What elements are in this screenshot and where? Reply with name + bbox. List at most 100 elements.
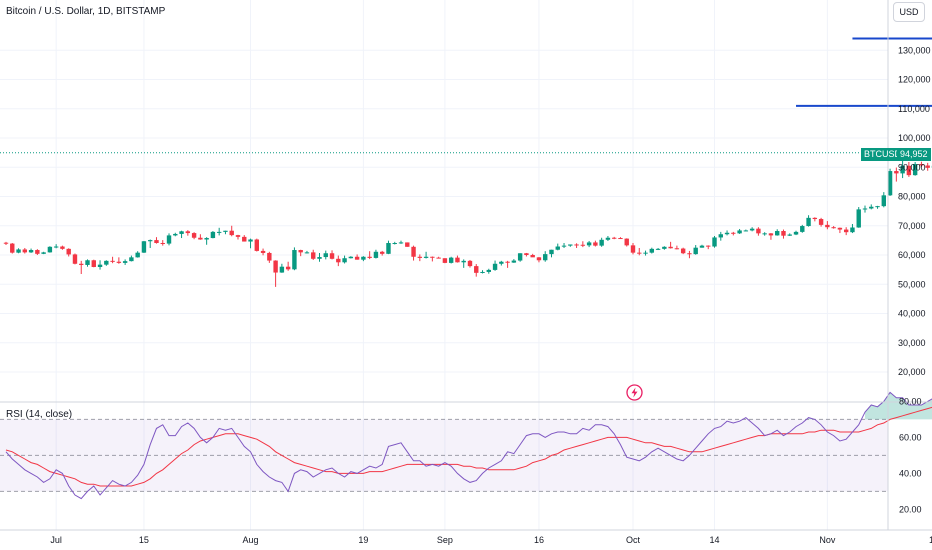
price-tick-label: 90,000 xyxy=(898,162,926,172)
candle xyxy=(724,230,730,236)
candle xyxy=(549,249,554,258)
candle xyxy=(279,263,285,273)
candle-body xyxy=(687,253,692,255)
candle-body xyxy=(160,243,165,245)
chart-title: Bitcoin / U.S. Dollar, 1D, BITSTAMP xyxy=(6,6,166,17)
candle xyxy=(668,241,673,249)
candle xyxy=(273,260,278,287)
rsi-band-background xyxy=(0,418,888,492)
candle xyxy=(110,256,115,264)
candle-body xyxy=(373,251,379,258)
candle xyxy=(649,247,655,254)
candle xyxy=(756,227,761,236)
candle-body xyxy=(204,238,209,240)
candle-body xyxy=(480,271,485,273)
candle xyxy=(737,228,742,234)
candle-body xyxy=(254,239,259,251)
candle xyxy=(856,207,861,228)
drawing-layer[interactable] xyxy=(796,37,932,238)
candle-body xyxy=(517,253,523,261)
candle xyxy=(285,261,291,271)
rsi-series xyxy=(5,391,932,500)
price-tick-label: 130,000 xyxy=(898,45,931,55)
currency-button[interactable]: USD xyxy=(893,2,925,22)
candle xyxy=(831,226,836,229)
candle xyxy=(480,270,485,274)
candle xyxy=(499,260,504,266)
candle-body xyxy=(762,233,767,235)
candle xyxy=(185,230,191,236)
candle xyxy=(712,235,717,248)
candle xyxy=(448,256,454,264)
candle-body xyxy=(398,242,404,244)
candle xyxy=(718,231,723,241)
candle xyxy=(254,238,259,252)
candle xyxy=(72,253,78,265)
candle-body xyxy=(925,165,930,168)
symbol-tag: BTCUSD xyxy=(861,148,905,161)
time-tick-label: Sep xyxy=(437,535,453,545)
time-tick-label: 18 xyxy=(929,535,932,545)
candle xyxy=(386,240,391,255)
candle xyxy=(210,231,216,239)
candle xyxy=(223,230,228,235)
candle-body xyxy=(455,257,460,263)
candle xyxy=(204,237,209,245)
candle-body xyxy=(47,246,53,253)
candle-body xyxy=(298,250,303,253)
candle-body xyxy=(380,251,385,254)
lightning-bolt-icon[interactable] xyxy=(626,384,643,401)
candle-body xyxy=(593,242,598,246)
candle xyxy=(298,249,303,257)
time-tick-label: Aug xyxy=(243,535,259,545)
candle-body xyxy=(768,233,774,236)
candle-body xyxy=(317,257,322,259)
price-tick-label: 100,000 xyxy=(898,133,931,143)
candle-body xyxy=(530,255,535,258)
candle-body xyxy=(668,246,673,249)
candle-body xyxy=(699,245,705,248)
candle xyxy=(511,259,517,263)
candle-body xyxy=(674,248,680,250)
candle-body xyxy=(599,239,604,246)
candle xyxy=(925,162,930,171)
candle-body xyxy=(643,252,648,254)
candle-body xyxy=(869,206,874,209)
candle-body xyxy=(825,224,830,228)
candle-body xyxy=(198,237,203,240)
candle xyxy=(229,225,234,237)
candle-body xyxy=(53,246,59,248)
candle xyxy=(148,239,153,248)
candle-body xyxy=(655,248,661,250)
candle-body xyxy=(524,253,529,255)
price-tick-label: 20,000 xyxy=(898,367,926,377)
candle-body xyxy=(405,242,410,247)
candle-body xyxy=(129,257,134,262)
candle-body xyxy=(35,250,40,254)
candle xyxy=(474,264,479,277)
candle xyxy=(580,241,586,248)
candle xyxy=(467,259,473,268)
candle-body xyxy=(3,242,9,244)
time-tick-label: Nov xyxy=(819,535,836,545)
candle-body xyxy=(104,260,109,265)
candle-body xyxy=(135,252,140,258)
candle-body xyxy=(862,208,868,210)
candle xyxy=(894,167,899,182)
rsi-line xyxy=(5,391,932,500)
candle xyxy=(800,224,805,233)
time-tick-label: 19 xyxy=(358,535,368,545)
candle-body xyxy=(411,246,416,257)
price-tick-label: 120,000 xyxy=(898,75,931,85)
time-tick-label: 16 xyxy=(534,535,544,545)
candle xyxy=(492,260,498,271)
candle xyxy=(787,233,792,236)
candle xyxy=(160,240,165,246)
candle-body xyxy=(499,261,504,264)
candle-body xyxy=(800,226,805,232)
candle-body xyxy=(79,263,84,265)
candle xyxy=(887,168,893,196)
candle xyxy=(693,245,698,255)
candle-body xyxy=(392,243,397,245)
